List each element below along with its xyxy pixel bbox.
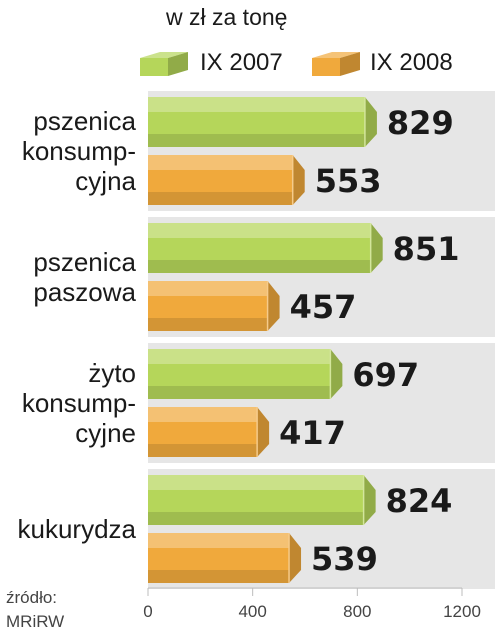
category-label: konsump-	[22, 136, 136, 166]
bar-ix-2008	[148, 281, 280, 331]
value-label: 697	[352, 356, 419, 394]
bar-ix-2007	[148, 97, 377, 147]
source-note: źródło: MRiRW	[6, 588, 64, 631]
value-label: 553	[315, 162, 382, 200]
source-line-1: źródło:	[6, 588, 57, 607]
legend: IX 2007 IX 2008	[140, 49, 453, 76]
legend-swatch-ix-2007	[140, 52, 188, 76]
category-label: konsump-	[22, 388, 136, 418]
value-label: 851	[393, 230, 460, 268]
category-label: cyjna	[75, 166, 136, 196]
legend-label-ix-2007: IX 2007	[200, 49, 283, 76]
value-label: 539	[311, 540, 378, 578]
x-tick-label: 400	[238, 602, 266, 621]
category-label: cyjne	[75, 418, 136, 448]
bar-ix-2007	[148, 223, 383, 273]
bar-ix-2007	[148, 349, 343, 399]
legend-label-ix-2008: IX 2008	[370, 49, 453, 76]
source-line-2: MRiRW	[6, 612, 64, 631]
x-tick-label: 1200	[443, 602, 481, 621]
category-label: pszenica	[33, 247, 136, 277]
category-label: kukurydza	[18, 514, 137, 544]
value-label: 457	[290, 288, 357, 326]
legend-swatch-ix-2008	[312, 52, 360, 76]
value-label: 417	[279, 414, 346, 452]
value-label: 824	[386, 482, 453, 520]
bar-ix-2008	[148, 533, 302, 583]
value-label: 829	[387, 104, 454, 142]
bars	[148, 97, 383, 583]
category-label: pszenica	[33, 106, 136, 136]
category-label: żyto	[88, 358, 136, 388]
bar-ix-2007	[148, 475, 376, 525]
legend-item-ix-2008: IX 2008	[312, 49, 453, 76]
x-tick-label: 800	[343, 602, 371, 621]
bar-ix-2008	[148, 155, 305, 205]
x-tick-label: 0	[143, 602, 152, 621]
category-labels: pszenicakonsump-cyjnapszenicapaszoważyto…	[18, 106, 137, 544]
bar-ix-2008	[148, 407, 270, 457]
legend-item-ix-2007: IX 2007	[140, 49, 283, 76]
unit-subtitle: w zł za tonę	[165, 4, 287, 30]
x-axis: 0 400 800 1200	[143, 587, 481, 621]
category-label: paszowa	[33, 277, 136, 307]
